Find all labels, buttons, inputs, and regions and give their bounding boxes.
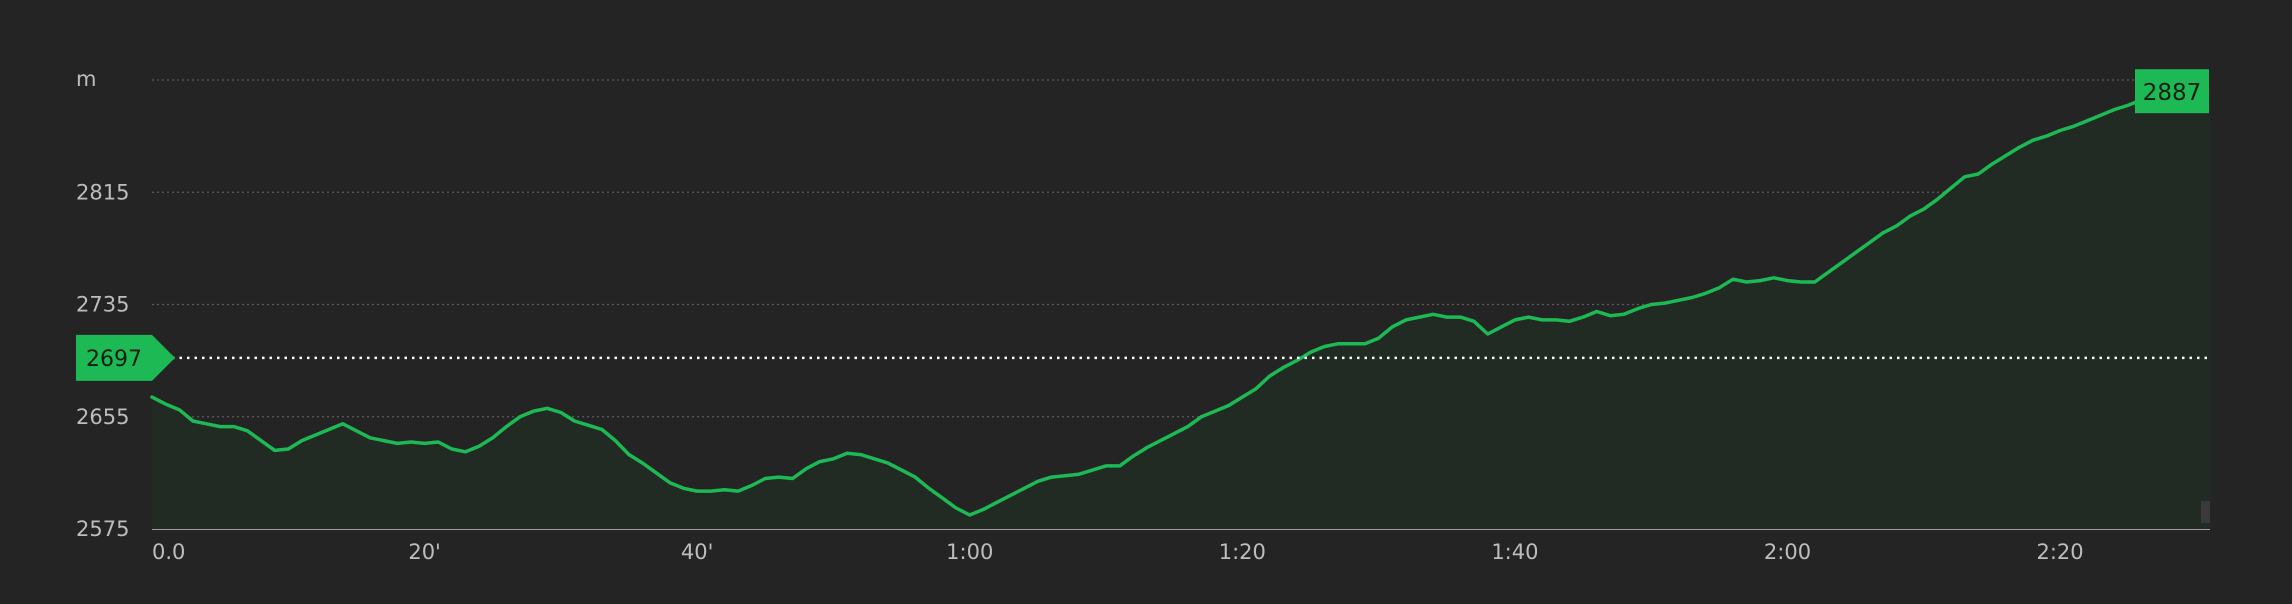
reference-layer: 2697: [76, 334, 2210, 523]
x-tick-label: 20': [408, 540, 441, 564]
x-tick-label: 2:20: [2036, 540, 2083, 564]
line-layer: [150, 89, 2171, 517]
x-tick-label: 1:00: [946, 540, 993, 564]
y-axis: m 2815 2735 2655 2575: [76, 67, 129, 541]
reference-tag-label: 2697: [86, 347, 142, 372]
reference-tag[interactable]: [76, 334, 175, 381]
y-tick-label: 2815: [76, 180, 129, 204]
y-axis-unit: m: [76, 67, 96, 91]
x-tick-label: 40': [681, 540, 714, 564]
scrub-handle[interactable]: [2201, 501, 2210, 523]
y-tick-label: 2735: [76, 293, 129, 317]
y-tick-label: 2655: [76, 405, 129, 429]
y-tick-label: 2575: [76, 517, 129, 541]
x-tick-label: 0.0: [152, 540, 185, 564]
x-tick-label: 2:00: [1764, 540, 1811, 564]
x-tick-label: 1:20: [1219, 540, 1266, 564]
area-layer: [152, 91, 2210, 529]
elevation-line: [150, 89, 2171, 517]
elevation-area: [152, 91, 2210, 529]
markers: 2887: [2135, 69, 2209, 114]
max-elevation-badge: [2135, 69, 2209, 114]
x-axis: 0.0 20' 40' 1:00 1:20 1:40 2:00 2:20: [152, 540, 2084, 564]
x-tick-label: 1:40: [1491, 540, 1538, 564]
max-elevation-label: 2887: [2143, 80, 2202, 106]
